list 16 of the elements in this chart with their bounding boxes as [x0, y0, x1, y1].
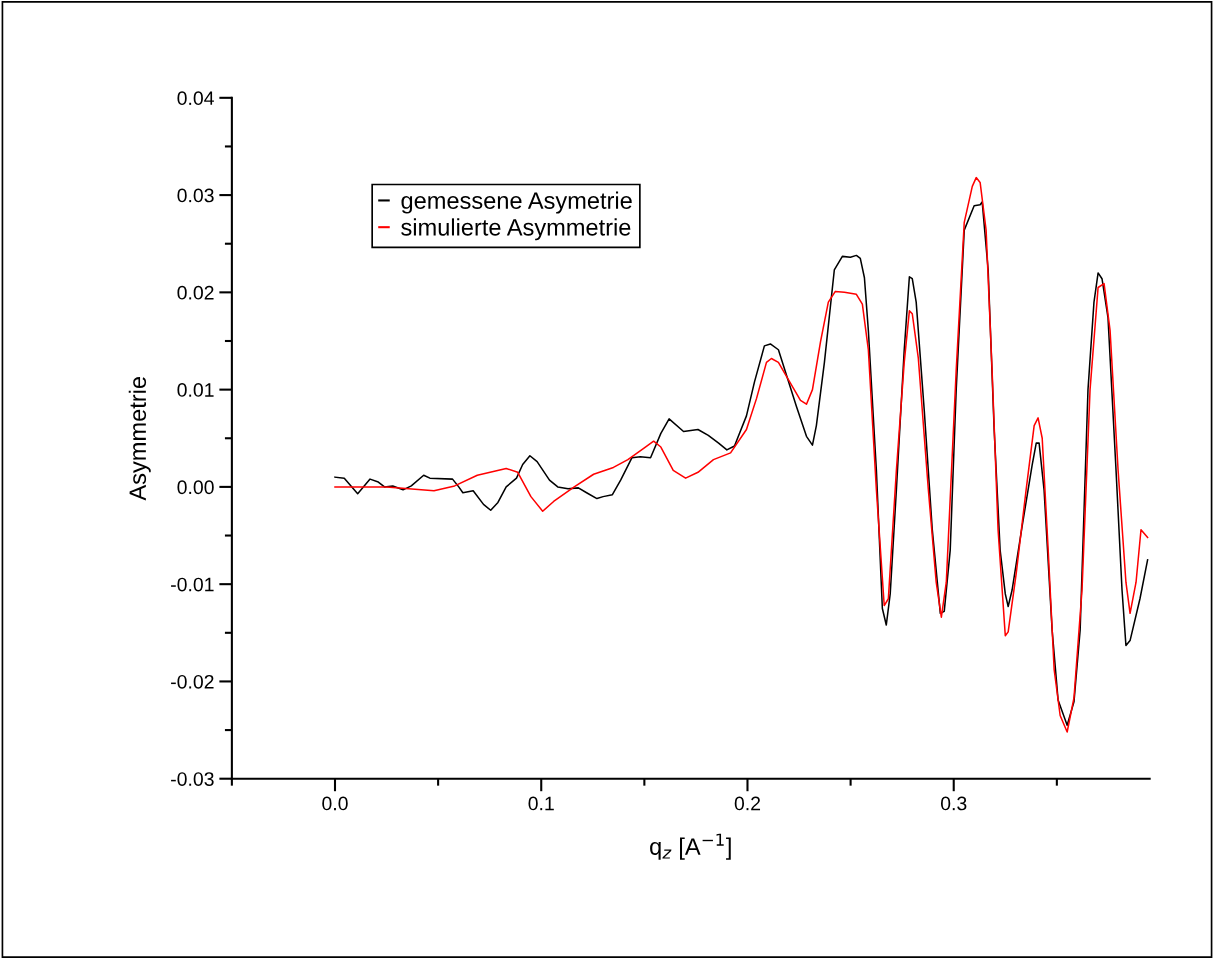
x-tick-label: 0.1 [528, 796, 554, 811]
legend-label: gemessene Asymetrie [401, 191, 632, 214]
y-tick-label: 0.00 [177, 480, 214, 495]
y-axis-title: Asymmetrie [128, 377, 151, 501]
y-tick-label: 0.03 [177, 188, 214, 203]
y-tick-label: 0.02 [177, 285, 214, 300]
y-tick-label: -0.03 [171, 772, 214, 786]
y-tick-label: -0.02 [171, 674, 214, 689]
y-tick-label: 0.04 [177, 91, 214, 106]
y-tick-label: 0.01 [177, 383, 214, 397]
y-tick-label: -0.01 [171, 577, 214, 592]
x-tick-label: 0.2 [734, 796, 761, 811]
x-tick-label: 0.3 [940, 796, 967, 811]
x-tick-label: 0.0 [322, 796, 348, 811]
x-axis-title: q$_{z}$ [A$^{−1}$] [650, 833, 731, 860]
legend-label: simulierte Asymmetrie [401, 218, 631, 241]
